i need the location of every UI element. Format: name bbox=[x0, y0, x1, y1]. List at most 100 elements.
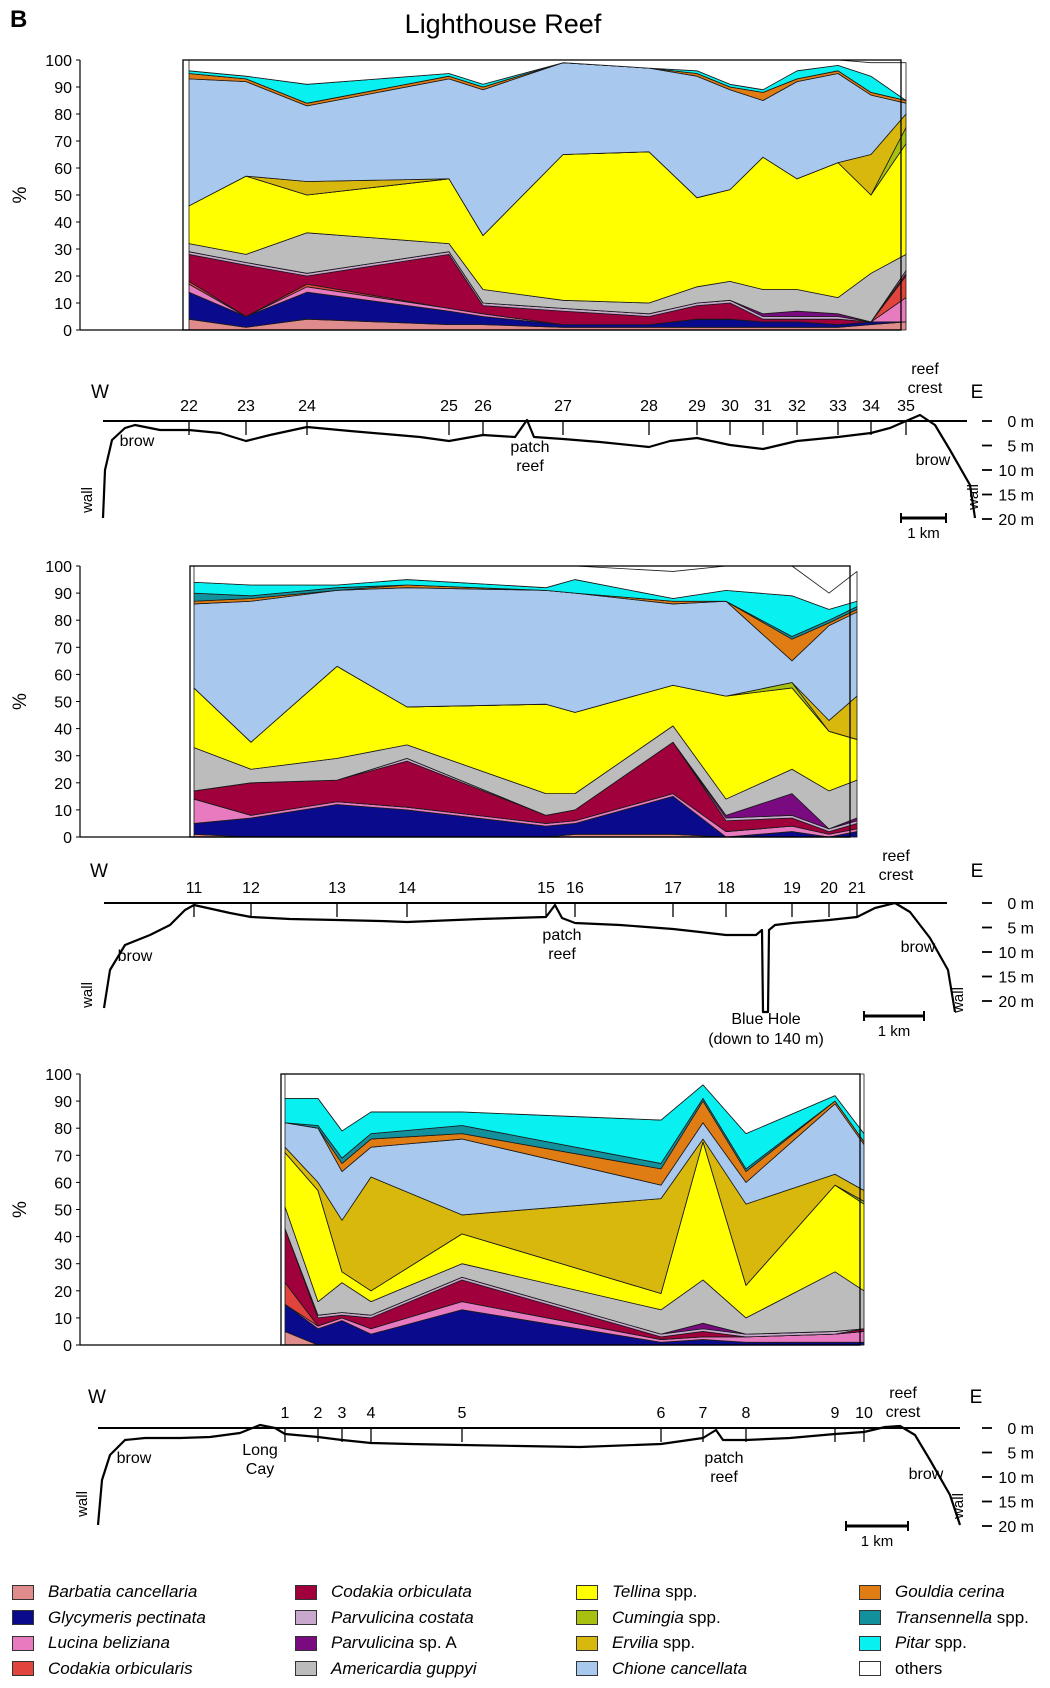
station-label: 3 bbox=[338, 1405, 347, 1422]
y-tick-label: 50 bbox=[54, 695, 72, 712]
legend-swatch bbox=[295, 1584, 317, 1600]
legend-swatch bbox=[295, 1610, 317, 1625]
legend-swatch bbox=[12, 1661, 34, 1676]
legend-item-cumingia: Cumingia spp. bbox=[576, 1607, 721, 1629]
y-tick-label: 40 bbox=[54, 215, 72, 232]
y-tick-label: 0 bbox=[63, 1338, 72, 1355]
legend-swatch bbox=[859, 1584, 881, 1600]
y-tick-label: 60 bbox=[54, 1175, 72, 1192]
y-tick-label: 90 bbox=[54, 1094, 72, 1111]
y-tick-label: 100 bbox=[45, 1067, 72, 1084]
legend-label: Americardia guppyi bbox=[331, 1658, 477, 1678]
legend-label: Parvulicina sp. A bbox=[331, 1633, 457, 1652]
legend-swatch bbox=[295, 1635, 317, 1651]
station-label: 6 bbox=[657, 1405, 666, 1422]
y-tick-label: 50 bbox=[54, 188, 72, 205]
legend-label: Cumingia spp. bbox=[612, 1607, 721, 1627]
y-tick-label: 90 bbox=[54, 586, 72, 603]
depth-label: 20 m bbox=[998, 512, 1034, 529]
legend-label: Glycymeris pectinata bbox=[48, 1607, 206, 1627]
station-label: 25 bbox=[440, 398, 458, 415]
legend-item-gouldia: Gouldia cerina bbox=[859, 1581, 1005, 1603]
y-tick-label: 70 bbox=[54, 1148, 72, 1165]
legend-label: Transennella spp. bbox=[895, 1607, 1029, 1627]
legend-swatch bbox=[576, 1584, 598, 1600]
station-label: 19 bbox=[783, 880, 801, 897]
feature-label: Blue Hole bbox=[731, 1011, 800, 1028]
feature-label: brow bbox=[120, 433, 155, 450]
legend-label: Pitar spp. bbox=[895, 1633, 967, 1652]
depth-label: 20 m bbox=[998, 1519, 1034, 1536]
y-tick-label: 10 bbox=[54, 1311, 72, 1328]
legend-item-pitar: Pitar spp. bbox=[859, 1632, 967, 1654]
y-tick-label: 80 bbox=[54, 1121, 72, 1138]
y-axis-label: % bbox=[10, 1201, 31, 1218]
y-tick-label: 100 bbox=[45, 559, 72, 576]
direction-label: W bbox=[88, 1387, 106, 1408]
legend-label: Codakia orbiculata bbox=[331, 1582, 472, 1601]
feature-label: wall bbox=[950, 987, 967, 1014]
feature-label: brow bbox=[909, 1466, 944, 1483]
station-label: 29 bbox=[688, 398, 706, 415]
y-tick-label: 100 bbox=[45, 53, 72, 70]
seafloor-profile bbox=[102, 901, 957, 1014]
station-label: 2 bbox=[314, 1405, 323, 1422]
feature-label: reef crest bbox=[879, 848, 914, 884]
stacked-area-chart-2: 0 10 20 30 40 50 60 70 80 90 100% bbox=[10, 559, 858, 847]
legend-swatch bbox=[859, 1635, 881, 1651]
station-label: 14 bbox=[398, 880, 416, 897]
y-tick-label: 60 bbox=[54, 667, 72, 684]
legend-label: Chione cancellata bbox=[612, 1658, 748, 1678]
legend-swatch bbox=[12, 1584, 34, 1600]
scale-bar-label: 1 km bbox=[878, 1023, 911, 1040]
station-label: 12 bbox=[242, 880, 260, 897]
station-label: 20 bbox=[820, 880, 838, 897]
station-label: 26 bbox=[474, 398, 492, 415]
feature-label: wall bbox=[79, 982, 96, 1009]
depth-label: 15 m bbox=[998, 1495, 1034, 1512]
feature-label: wall bbox=[950, 1493, 967, 1520]
legend-item-tellina: Tellina spp. bbox=[576, 1581, 697, 1603]
depth-label: 10 m bbox=[998, 1470, 1034, 1487]
y-tick-label: 90 bbox=[54, 80, 72, 97]
legend-swatch bbox=[576, 1661, 598, 1676]
legend-swatch bbox=[12, 1610, 34, 1625]
feature-label: (down to 140 m) bbox=[708, 1031, 824, 1048]
y-tick-label: 0 bbox=[63, 323, 72, 340]
y-axis-label: % bbox=[10, 693, 31, 710]
legend-item-chione: Chione cancellata bbox=[576, 1658, 747, 1680]
depth-label: 0 m bbox=[1007, 414, 1034, 431]
station-label: 11 bbox=[186, 880, 203, 897]
station-label: 27 bbox=[554, 398, 572, 415]
feature-label: wall bbox=[79, 487, 96, 514]
legend-label: Barbatia cancellaria bbox=[48, 1582, 198, 1601]
legend-item-parvulicina_a: Parvulicina sp. A bbox=[295, 1632, 457, 1654]
y-tick-label: 10 bbox=[54, 803, 72, 820]
legend-label: Codakia orbicularis bbox=[48, 1658, 193, 1678]
feature-label: reef crest bbox=[908, 361, 943, 397]
depth-label: 5 m bbox=[1007, 1446, 1034, 1463]
station-label: 4 bbox=[367, 1405, 376, 1422]
depth-label: 5 m bbox=[1007, 921, 1034, 938]
legend-item-americardia: Americardia guppyi bbox=[295, 1658, 477, 1680]
y-tick-label: 10 bbox=[54, 296, 72, 313]
depth-label: 20 m bbox=[998, 994, 1034, 1011]
station-label: 34 bbox=[862, 398, 880, 415]
feature-label: brow bbox=[916, 452, 951, 469]
feature-label: brow bbox=[117, 1450, 152, 1467]
scale-bar-label: 1 km bbox=[861, 1533, 894, 1550]
legend-swatch bbox=[859, 1610, 881, 1625]
plot-layer: 0102030405060708090100%01020304050607080… bbox=[10, 53, 907, 1355]
station-label: 24 bbox=[298, 398, 316, 415]
legend-label: Lucina beliziana bbox=[48, 1633, 170, 1652]
legend-swatch bbox=[576, 1635, 598, 1651]
legend-item-codakia_orbicularis: Codakia orbicularis bbox=[12, 1658, 193, 1680]
station-label: 10 bbox=[855, 1405, 873, 1422]
y-tick-label: 80 bbox=[54, 107, 72, 124]
station-label: 32 bbox=[788, 398, 806, 415]
direction-label: W bbox=[90, 861, 108, 882]
depth-label: 15 m bbox=[998, 488, 1034, 505]
